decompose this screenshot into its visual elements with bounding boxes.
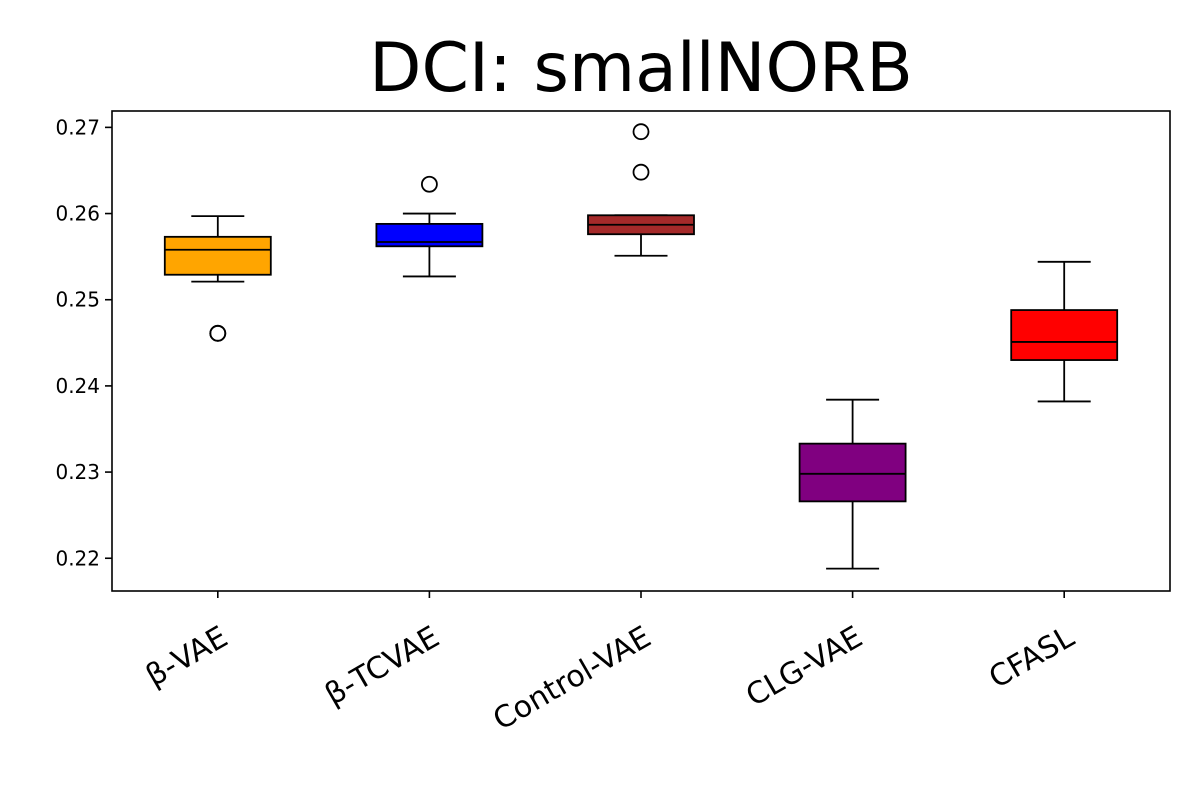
y-tick-label: 0.27 [55,115,100,139]
outlier-point [632,163,650,181]
y-tick-label: 0.23 [55,460,100,484]
outlier-point [420,175,438,193]
y-tick-label: 0.25 [55,288,100,312]
box-CFASL [1010,309,1119,361]
box-β-VAE [163,235,272,276]
y-tick-label: 0.22 [55,546,100,570]
box-β-TCVAE [375,222,484,248]
x-category-label: CLG-VAE [740,620,868,714]
x-category-label: β-VAE [140,620,234,694]
x-category-label: Control-VAE [487,620,657,738]
outlier-point [209,324,227,342]
y-tick-label: 0.24 [55,374,100,398]
x-category-label: CFASL [983,619,1080,695]
plot-area: 0.22 0.23 0.24 0.25 0.26 0.27 β-VAE β-TCVAE Cont… [55,110,1171,738]
x-category-label: β-TCVAE [319,620,445,713]
chart-title: DCI: smallNORB [369,29,913,108]
outlier-point [632,123,650,141]
box-CLG-VAE [798,442,907,503]
y-tick-label: 0.26 [55,202,100,226]
